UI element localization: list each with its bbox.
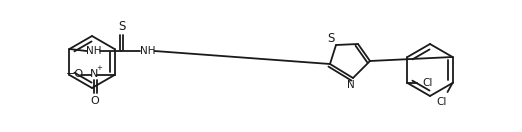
Text: Cl: Cl (422, 78, 433, 88)
Text: Cl: Cl (436, 97, 447, 107)
Text: −O: −O (65, 69, 84, 79)
Text: S: S (327, 32, 335, 44)
Text: O: O (90, 96, 99, 106)
Text: +: + (97, 65, 102, 71)
Text: NH: NH (140, 46, 155, 56)
Text: N: N (90, 69, 99, 79)
Text: NH: NH (86, 46, 101, 56)
Text: N: N (347, 80, 355, 90)
Text: S: S (118, 20, 125, 34)
